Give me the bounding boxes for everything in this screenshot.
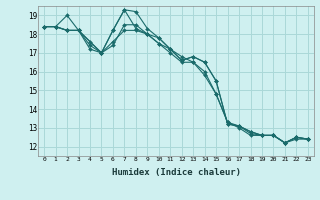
- X-axis label: Humidex (Indice chaleur): Humidex (Indice chaleur): [111, 168, 241, 177]
